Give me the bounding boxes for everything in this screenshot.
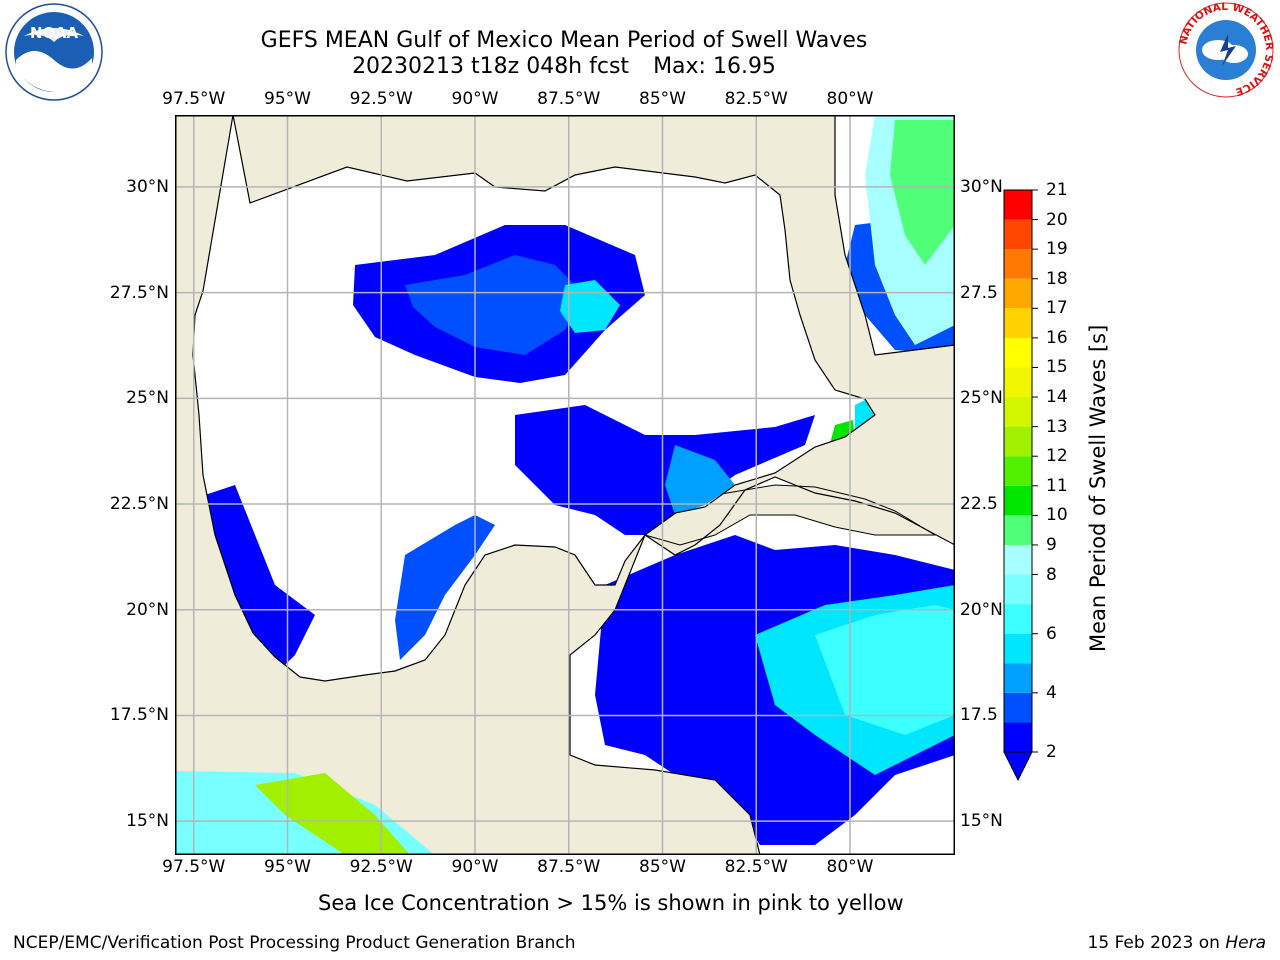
top-longitude-label: 85°W	[639, 89, 686, 109]
colorbar-segment	[1004, 485, 1032, 516]
colorbar-tick-label: 10	[1046, 505, 1068, 526]
colorbar-tick-label: 20	[1046, 209, 1068, 230]
colorbar-segment	[1004, 722, 1032, 752]
colorbar-tick-label: 8	[1046, 564, 1057, 585]
bottom-longitude-label: 90°W	[451, 857, 499, 877]
map-title: GEFS MEAN Gulf of Mexico Mean Period of …	[0, 28, 1128, 80]
bottom-longitude-label: 97.5°W	[162, 857, 226, 877]
colorbar-segment	[1004, 308, 1032, 338]
bottom-longitude-label: 92.5°W	[349, 857, 413, 877]
bottom-longitude-label: 87.5°W	[537, 857, 601, 877]
sea-ice-note: Sea Ice Concentration > 15% is shown in …	[318, 891, 904, 915]
colorbar-segment	[1004, 663, 1032, 693]
title-line-2: 20230213 t18z 048h fcst Max: 16.95	[0, 54, 1128, 80]
colorbar-segment	[1004, 249, 1032, 279]
right-latitude-label: 25°N	[960, 388, 1003, 409]
colorbar-tick-label: 18	[1046, 268, 1068, 289]
colorbar-segment	[1004, 574, 1032, 605]
colorbar-segment	[1004, 367, 1032, 398]
footer-date-text: 15 Feb 2023 on	[1087, 933, 1220, 953]
colorbar-tick-label: 17	[1046, 298, 1068, 319]
colorbar-tick-label: 11	[1046, 475, 1068, 496]
right-latitude-label: 17.5	[960, 705, 998, 726]
left-latitude-label: 15°N	[126, 811, 169, 832]
top-longitude-label: 87.5°W	[537, 89, 601, 109]
colorbar-segment	[1004, 190, 1032, 220]
colorbar-tick-label: 12	[1046, 446, 1068, 467]
coastline	[569, 476, 955, 855]
coastline	[834, 115, 955, 356]
bottom-longitude-label: 85°W	[639, 857, 686, 877]
left-latitude-label: 20°N	[126, 599, 169, 620]
title-forecast-date: 20230213 t18z 048h fcst	[352, 54, 630, 79]
map-panel	[175, 115, 955, 855]
colorbar-tick-label: 9	[1046, 534, 1057, 555]
pacific-swell-core	[255, 773, 410, 855]
colorbar-tick-label: 13	[1046, 416, 1068, 437]
left-latitude-label: 27.5°N	[109, 282, 169, 303]
swell-contour-patch	[665, 445, 735, 515]
colorbar-segment	[1004, 456, 1032, 486]
top-longitude-label: 95°W	[264, 89, 311, 109]
footer-date: 15 Feb 2023 on Hera	[1088, 933, 1266, 953]
colorbar-segment	[1004, 515, 1032, 545]
colorbar-segment	[1004, 278, 1032, 309]
left-latitude-label: 25°N	[126, 388, 169, 409]
colorbar-tick-label: 2	[1046, 742, 1057, 762]
colorbar-tick-label: 14	[1046, 387, 1068, 408]
colorbar-extend-triangle	[1003, 751, 1033, 782]
top-longitude-label: 82.5°W	[724, 89, 788, 109]
colorbar-tick-label: 21	[1046, 180, 1068, 200]
swell-contour-patch	[515, 405, 815, 535]
bottom-longitude-label: 80°W	[826, 857, 874, 877]
top-longitude-label: 97.5°W	[162, 89, 226, 109]
colorbar-segment	[1004, 219, 1032, 250]
swell-contour-patch	[395, 515, 495, 660]
right-latitude-label: 15°N	[960, 811, 1003, 832]
swell-period-field	[205, 115, 955, 845]
right-latitude-label: 27.5	[960, 282, 998, 303]
footer-machine: Hera	[1225, 933, 1266, 953]
bottom-longitude-label: 82.5°W	[724, 857, 788, 877]
colorbar-tick-label: 6	[1046, 623, 1057, 644]
map-frame	[175, 115, 955, 855]
colorbar-segment	[1004, 604, 1032, 634]
colorbar-tick-label: 16	[1046, 327, 1068, 348]
swell-contour-patch	[890, 120, 955, 265]
colorbar-segment	[1004, 544, 1032, 575]
left-latitude-label: 22.5°N	[109, 494, 169, 515]
right-latitude-label: 30°N	[960, 176, 1003, 197]
footer-credit: NCEP/EMC/Verification Post Processing Pr…	[13, 933, 576, 953]
colorbar-tick-label: 15	[1046, 357, 1068, 378]
bottom-longitude-label: 95°W	[264, 857, 311, 877]
coastline	[192, 115, 876, 682]
top-longitude-label: 90°W	[451, 89, 499, 109]
svg-text:NOAA: NOAA	[30, 24, 79, 42]
noaa-logo-icon: NOAA	[5, 3, 103, 101]
right-latitude-label: 22.5	[960, 494, 998, 515]
colorbar-segment	[1004, 397, 1032, 427]
colorbar-frame	[1003, 189, 1033, 753]
title-line-1: GEFS MEAN Gulf of Mexico Mean Period of …	[260, 28, 868, 53]
top-longitude-label: 92.5°W	[349, 89, 413, 109]
left-latitude-label: 17.5°N	[109, 705, 169, 726]
swell-contour-patch	[405, 255, 585, 355]
colorbar-tick-label: 19	[1046, 239, 1068, 260]
colorbar-segment	[1004, 633, 1032, 664]
colorbar-segment	[1004, 692, 1032, 723]
top-longitude-label: 80°W	[826, 89, 874, 109]
nws-logo-icon: NATIONAL WEATHER SERVICE	[1177, 1, 1275, 98]
colorbar	[1003, 189, 1038, 782]
title-max-value: Max: 16.95	[653, 54, 776, 79]
colorbar-label: Mean Period of Swell Waves [s]	[1086, 324, 1110, 652]
colorbar-segment	[1004, 337, 1032, 368]
right-latitude-label: 20°N	[960, 599, 1003, 620]
left-latitude-label: 30°N	[126, 176, 169, 197]
colorbar-tick-label: 4	[1046, 682, 1057, 703]
colorbar-segment	[1004, 426, 1032, 457]
